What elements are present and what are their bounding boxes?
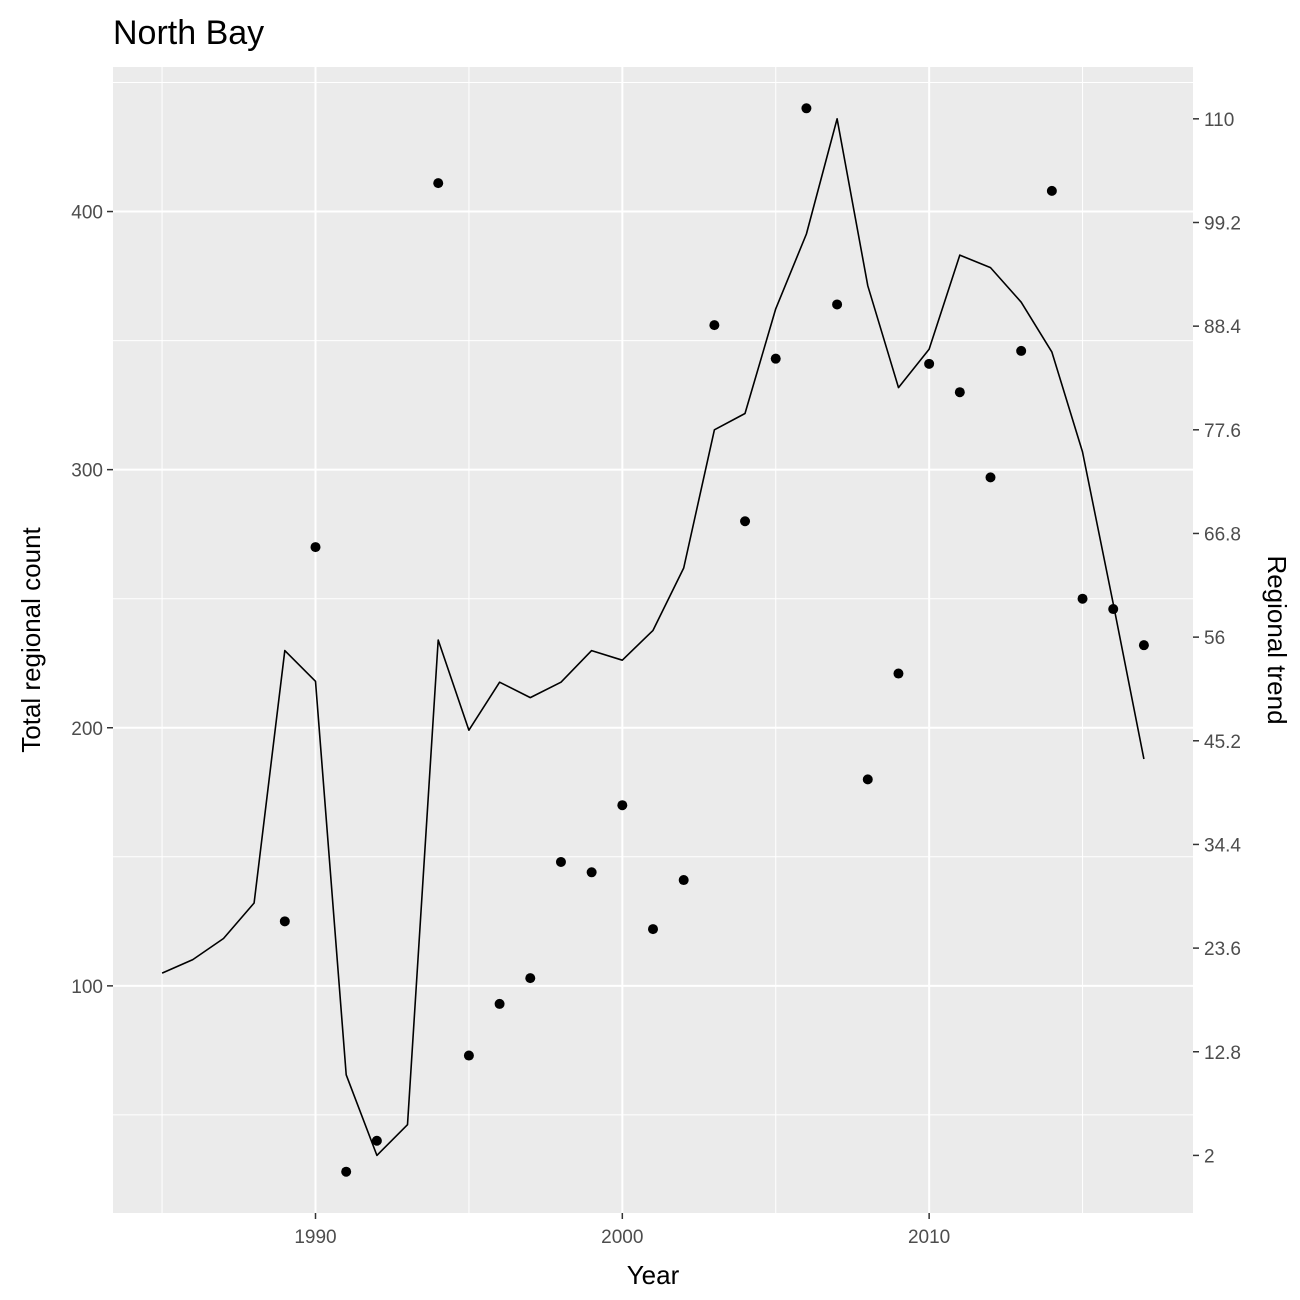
data-point: [678, 875, 689, 886]
y2-tick-label: 56: [1204, 628, 1225, 649]
y2-tick-label: 45.2: [1204, 732, 1241, 753]
y2-tick-label: 23.6: [1204, 939, 1241, 960]
x-tick-label: 1990: [294, 1227, 336, 1248]
data-point: [310, 542, 321, 553]
data-point: [1138, 640, 1149, 651]
data-point: [617, 800, 628, 811]
major-gridlines: [113, 67, 1193, 1213]
data-point: [586, 867, 597, 878]
data-point: [801, 103, 812, 114]
data-point: [433, 178, 444, 189]
y-tick-label: 400: [71, 203, 103, 224]
y2-tick-label: 110: [1204, 110, 1234, 131]
plot-panel: [113, 67, 1193, 1213]
data-point: [279, 916, 290, 927]
data-point: [1046, 185, 1057, 196]
data-point: [740, 516, 751, 527]
data-point: [1108, 604, 1119, 615]
minor-gridlines: [113, 67, 1193, 1213]
y-tick-label: 100: [71, 977, 103, 998]
data-point: [924, 358, 935, 369]
data-point: [954, 387, 965, 398]
x-tick-label: 2000: [601, 1227, 643, 1248]
y-axis-title: Total regional count: [16, 526, 46, 752]
y2-axis-title: Regional trend: [1262, 555, 1292, 724]
y2-tick-label: 77.6: [1204, 421, 1241, 442]
x-tick-label: 2010: [908, 1227, 950, 1248]
data-point: [862, 774, 873, 785]
data-point: [525, 973, 536, 984]
y2-tick-label: 66.8: [1204, 524, 1241, 545]
y2-tick-label: 12.8: [1204, 1043, 1241, 1064]
data-point: [341, 1166, 352, 1177]
data-point: [463, 1050, 474, 1061]
axes: 1990 2000 2010 100 200 300 400 2 12.8 23.6 34.4 45.…: [71, 110, 1241, 1248]
trend-line: [161, 118, 1145, 1157]
data-point: [709, 320, 720, 331]
y2-tick-label: 88.4: [1204, 317, 1241, 338]
data-point: [1016, 345, 1027, 356]
x-axis-title: Year: [627, 1260, 680, 1290]
y2-tick-label: 99.2: [1204, 213, 1241, 234]
y-tick-label: 200: [71, 719, 103, 740]
y-tick-label: 300: [71, 461, 103, 482]
data-point: [770, 353, 781, 364]
y2-tick-label: 34.4: [1204, 835, 1241, 856]
data-point: [985, 472, 996, 483]
data-point: [1077, 593, 1088, 604]
data-point: [371, 1135, 382, 1146]
data-point: [832, 299, 843, 310]
data-point: [893, 668, 904, 679]
trend-line-layer: [161, 118, 1145, 1157]
data-point: [494, 998, 505, 1009]
chart-title: North Bay: [113, 14, 264, 52]
data-point: [648, 924, 658, 935]
data-point: [555, 856, 566, 867]
y2-tick-label: 2: [1204, 1146, 1215, 1167]
count-points-layer: [279, 103, 1149, 1177]
